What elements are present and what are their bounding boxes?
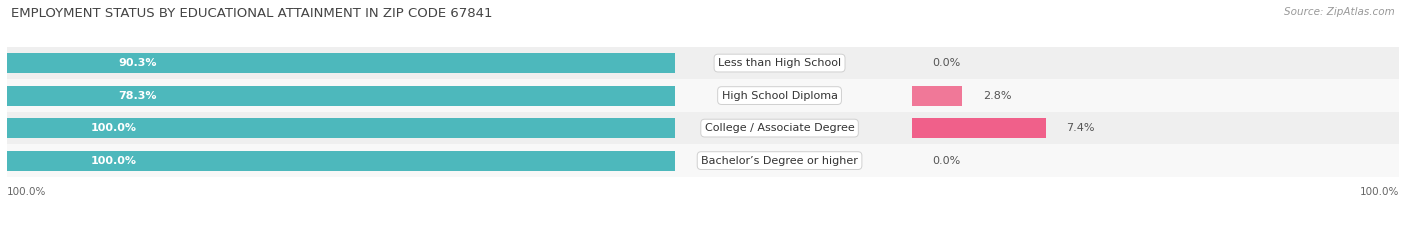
Text: 7.4%: 7.4% bbox=[1067, 123, 1095, 133]
Bar bbox=[7, 112, 1399, 144]
Text: High School Diploma: High School Diploma bbox=[721, 91, 838, 101]
Bar bbox=[7, 144, 1399, 177]
Text: 0.0%: 0.0% bbox=[932, 156, 960, 166]
Text: 0.0%: 0.0% bbox=[932, 58, 960, 68]
Bar bbox=[7, 79, 1399, 112]
Text: College / Associate Degree: College / Associate Degree bbox=[704, 123, 855, 133]
Text: 100.0%: 100.0% bbox=[90, 156, 136, 166]
Text: EMPLOYMENT STATUS BY EDUCATIONAL ATTAINMENT IN ZIP CODE 67841: EMPLOYMENT STATUS BY EDUCATIONAL ATTAINM… bbox=[11, 7, 492, 20]
Bar bbox=[7, 47, 1399, 79]
Text: 100.0%: 100.0% bbox=[7, 187, 46, 197]
Text: 78.3%: 78.3% bbox=[118, 91, 157, 101]
Text: Source: ZipAtlas.com: Source: ZipAtlas.com bbox=[1284, 7, 1395, 17]
Bar bbox=[7, 118, 675, 138]
Bar bbox=[7, 151, 675, 171]
Bar bbox=[912, 118, 1046, 138]
Bar bbox=[912, 86, 963, 106]
Text: Less than High School: Less than High School bbox=[718, 58, 841, 68]
Text: 90.3%: 90.3% bbox=[118, 58, 157, 68]
Bar bbox=[7, 53, 675, 73]
Text: 100.0%: 100.0% bbox=[1360, 187, 1399, 197]
Text: Bachelor’s Degree or higher: Bachelor’s Degree or higher bbox=[702, 156, 858, 166]
Text: 100.0%: 100.0% bbox=[90, 123, 136, 133]
Bar bbox=[7, 86, 675, 106]
Text: 2.8%: 2.8% bbox=[983, 91, 1012, 101]
